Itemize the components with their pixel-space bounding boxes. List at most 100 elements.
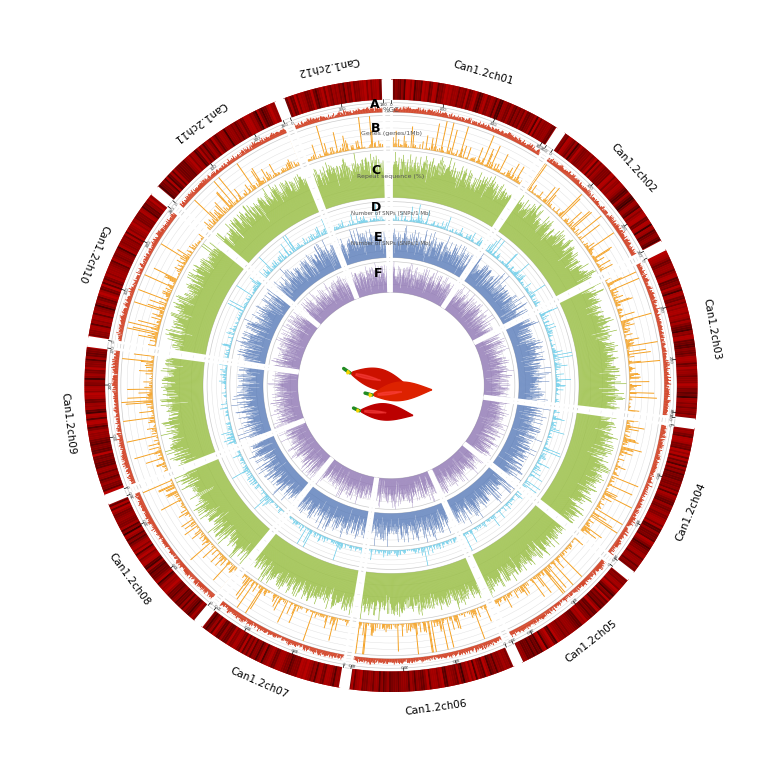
Polygon shape <box>549 204 552 207</box>
Polygon shape <box>272 324 278 327</box>
Polygon shape <box>230 425 231 426</box>
Polygon shape <box>395 479 396 494</box>
Polygon shape <box>414 163 418 199</box>
Polygon shape <box>459 449 467 457</box>
Polygon shape <box>421 141 424 149</box>
Polygon shape <box>337 281 349 303</box>
Polygon shape <box>249 638 260 658</box>
Polygon shape <box>454 268 457 274</box>
Polygon shape <box>493 130 495 133</box>
Polygon shape <box>527 478 528 479</box>
Polygon shape <box>439 166 450 204</box>
Polygon shape <box>250 221 269 243</box>
Polygon shape <box>310 157 313 160</box>
Polygon shape <box>565 456 593 468</box>
Polygon shape <box>191 191 195 195</box>
Polygon shape <box>268 325 277 328</box>
Polygon shape <box>295 177 313 214</box>
Polygon shape <box>338 466 344 476</box>
Polygon shape <box>561 292 591 307</box>
Polygon shape <box>236 513 253 530</box>
Polygon shape <box>665 464 686 472</box>
Polygon shape <box>558 601 561 606</box>
Polygon shape <box>277 398 299 401</box>
Polygon shape <box>245 465 247 466</box>
Polygon shape <box>426 242 432 262</box>
Polygon shape <box>200 585 205 590</box>
Polygon shape <box>568 174 570 177</box>
Polygon shape <box>362 623 366 655</box>
Polygon shape <box>500 453 511 460</box>
Polygon shape <box>335 152 336 153</box>
Polygon shape <box>452 456 463 469</box>
Polygon shape <box>116 352 120 353</box>
Polygon shape <box>454 615 457 622</box>
Polygon shape <box>561 614 576 631</box>
Polygon shape <box>486 126 488 130</box>
Polygon shape <box>471 265 487 285</box>
Polygon shape <box>464 325 467 327</box>
Polygon shape <box>436 254 442 266</box>
Polygon shape <box>415 241 419 260</box>
Polygon shape <box>330 463 339 477</box>
Polygon shape <box>378 234 381 258</box>
Polygon shape <box>272 544 290 571</box>
Polygon shape <box>327 298 336 310</box>
Polygon shape <box>304 440 316 449</box>
Polygon shape <box>472 555 490 592</box>
Polygon shape <box>458 153 460 157</box>
Polygon shape <box>450 539 452 544</box>
Polygon shape <box>362 160 368 199</box>
Polygon shape <box>359 248 362 261</box>
Polygon shape <box>555 477 578 490</box>
Polygon shape <box>408 239 411 259</box>
Polygon shape <box>495 638 497 641</box>
Polygon shape <box>341 543 343 546</box>
Polygon shape <box>325 287 339 308</box>
Polygon shape <box>121 319 125 322</box>
Polygon shape <box>450 130 457 155</box>
Polygon shape <box>369 110 370 113</box>
Polygon shape <box>145 510 149 513</box>
Polygon shape <box>540 251 564 270</box>
Polygon shape <box>604 213 608 216</box>
Polygon shape <box>176 166 192 182</box>
Polygon shape <box>463 444 482 460</box>
Polygon shape <box>482 406 498 410</box>
Polygon shape <box>329 305 335 311</box>
Polygon shape <box>576 423 601 429</box>
Polygon shape <box>158 232 163 235</box>
Polygon shape <box>576 421 611 428</box>
Polygon shape <box>452 229 454 232</box>
Polygon shape <box>117 409 119 410</box>
Polygon shape <box>493 651 503 672</box>
Polygon shape <box>192 280 225 298</box>
Polygon shape <box>306 239 309 243</box>
Polygon shape <box>220 499 242 516</box>
Polygon shape <box>255 439 275 449</box>
Polygon shape <box>476 284 482 290</box>
Polygon shape <box>361 247 364 261</box>
Polygon shape <box>159 307 165 309</box>
Polygon shape <box>472 281 475 286</box>
Polygon shape <box>260 215 277 237</box>
Polygon shape <box>258 443 277 452</box>
Polygon shape <box>305 178 319 212</box>
Polygon shape <box>208 179 210 181</box>
Polygon shape <box>340 113 342 116</box>
Polygon shape <box>320 564 332 597</box>
Polygon shape <box>230 205 232 208</box>
Polygon shape <box>153 238 159 242</box>
Polygon shape <box>358 221 360 224</box>
Polygon shape <box>106 271 126 281</box>
Polygon shape <box>456 308 466 318</box>
Polygon shape <box>176 589 192 605</box>
Polygon shape <box>321 86 327 107</box>
Polygon shape <box>393 574 395 615</box>
Polygon shape <box>546 157 549 161</box>
Polygon shape <box>472 275 481 286</box>
Polygon shape <box>284 403 300 407</box>
Polygon shape <box>196 527 199 529</box>
Polygon shape <box>134 541 152 554</box>
Polygon shape <box>368 271 372 295</box>
